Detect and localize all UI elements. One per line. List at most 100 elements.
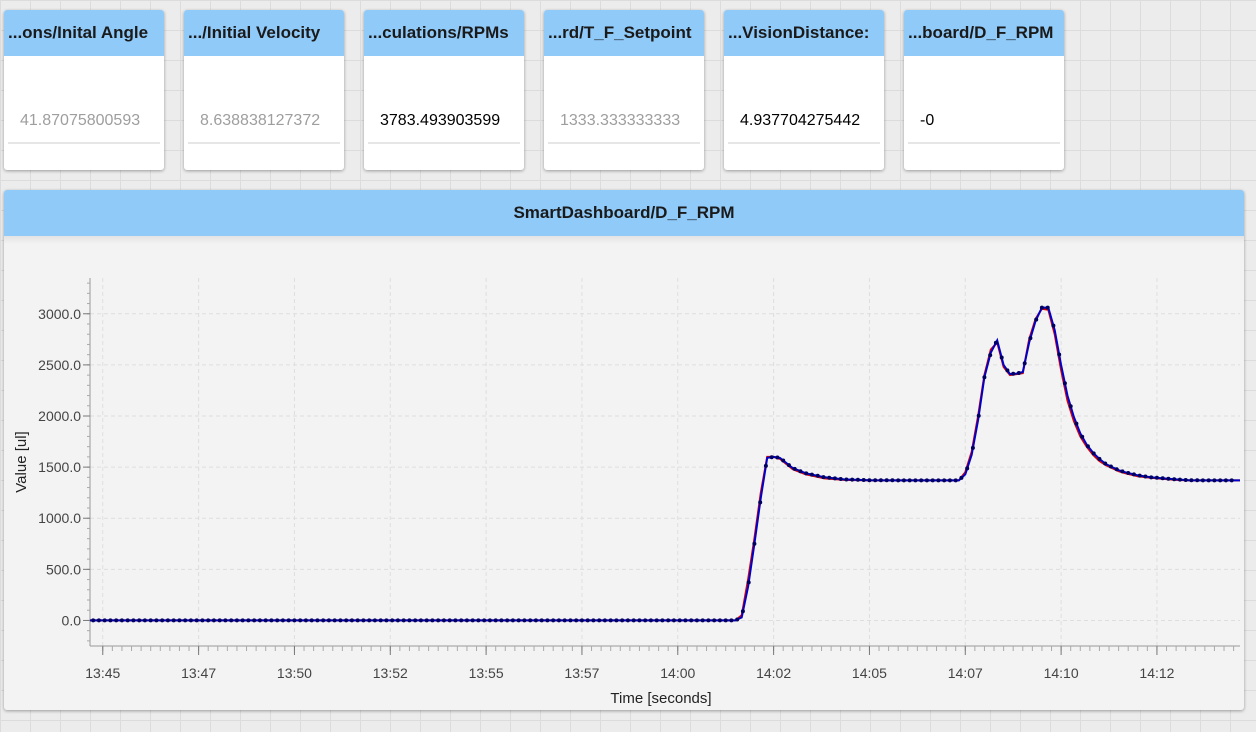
- data-point: [91, 618, 96, 623]
- data-point: [781, 458, 786, 463]
- data-point: [298, 618, 303, 623]
- data-point: [211, 618, 216, 623]
- data-point: [114, 618, 119, 623]
- header-divider: [4, 236, 1244, 244]
- data-point: [447, 618, 452, 623]
- data-point: [735, 617, 740, 622]
- x-tick-label: 13:55: [469, 665, 504, 681]
- data-point: [177, 618, 182, 623]
- x-tick-label: 13:50: [277, 665, 312, 681]
- graph-widget[interactable]: SmartDashboard/D_F_RPM 0.0 500.0 1000.0 150…: [4, 190, 1244, 710]
- tile-initial-velocity[interactable]: .../Initial Velocity 8.638838127372: [184, 10, 344, 170]
- data-point: [344, 618, 349, 623]
- tile-title: .../Initial Velocity: [184, 10, 344, 56]
- data-point: [723, 618, 728, 623]
- x-tick-label: 13:52: [373, 665, 408, 681]
- data-point: [223, 618, 228, 623]
- tile-vision-distance[interactable]: ...VisionDistance: 4.937704275442: [724, 10, 884, 170]
- text-field[interactable]: 3783.493903599: [368, 90, 520, 144]
- data-point: [706, 618, 711, 623]
- tile-value[interactable]: 4.937704275442: [740, 112, 861, 129]
- data-point: [384, 618, 389, 623]
- x-axis-title: Time [seconds]: [610, 690, 711, 707]
- data-point: [878, 478, 883, 483]
- data-point: [378, 618, 383, 623]
- data-point: [315, 618, 320, 623]
- data-point: [275, 618, 280, 623]
- data-point: [1120, 469, 1125, 474]
- data-point: [206, 618, 211, 623]
- data-point: [671, 618, 676, 623]
- data-point: [200, 618, 205, 623]
- tile-value[interactable]: 1333.333333333: [560, 112, 681, 129]
- data-point: [712, 618, 717, 623]
- data-point: [1154, 475, 1159, 480]
- data-point: [246, 618, 251, 623]
- text-field[interactable]: 8.638838127372: [188, 90, 340, 144]
- y-tick-label: 3000.0: [38, 306, 81, 322]
- data-point: [1091, 451, 1096, 456]
- data-point: [930, 478, 935, 483]
- data-point: [1195, 478, 1200, 483]
- tile-value[interactable]: 3783.493903599: [380, 112, 501, 129]
- data-point: [700, 618, 705, 623]
- tile-initial-angle[interactable]: ...ons/Inital Angle 41.87075800593: [4, 10, 164, 170]
- data-point: [999, 355, 1004, 360]
- data-point: [119, 618, 124, 623]
- data-point: [677, 618, 682, 623]
- data-point: [1229, 478, 1234, 483]
- data-point: [96, 618, 101, 623]
- data-point: [367, 618, 372, 623]
- data-point: [1137, 473, 1142, 478]
- text-field[interactable]: -0: [908, 90, 1060, 144]
- data-point: [407, 618, 412, 623]
- series-line-1: [90, 306, 1240, 622]
- text-field[interactable]: 41.87075800593: [8, 90, 160, 144]
- data-point: [574, 618, 579, 623]
- data-point: [809, 472, 814, 477]
- line-chart[interactable]: 0.0 500.0 1000.0 1500.0 2000.0 2500.0 3000.0 13…: [4, 236, 1244, 710]
- data-point: [108, 618, 113, 623]
- data-point: [1177, 477, 1182, 482]
- data-point: [332, 618, 337, 623]
- data-point: [867, 478, 872, 483]
- data-point: [1028, 336, 1033, 341]
- data-point: [160, 618, 165, 623]
- data-point: [269, 618, 274, 623]
- data-point: [217, 618, 222, 623]
- tile-value[interactable]: 41.87075800593: [20, 112, 141, 129]
- data-point: [516, 618, 521, 623]
- data-point: [1045, 305, 1050, 310]
- data-point: [441, 618, 446, 623]
- data-point: [1039, 305, 1044, 310]
- x-tick-label: 14:07: [948, 665, 983, 681]
- text-field[interactable]: 4.937704275442: [728, 90, 880, 144]
- tile-t-f-setpoint[interactable]: ...rd/T_F_Setpoint 1333.333333333: [544, 10, 704, 170]
- data-point: [585, 618, 590, 623]
- data-point: [591, 618, 596, 623]
- text-field[interactable]: 1333.333333333: [548, 90, 700, 144]
- data-point: [1166, 476, 1171, 481]
- data-point: [1057, 352, 1062, 357]
- data-point: [758, 500, 763, 505]
- data-point: [1212, 478, 1217, 483]
- data-point: [896, 478, 901, 483]
- tile-rpms[interactable]: ...culations/RPMs 3783.493903599: [364, 10, 524, 170]
- data-point: [579, 618, 584, 623]
- x-tick-label: 14:00: [660, 665, 695, 681]
- data-point: [1206, 478, 1211, 483]
- tile-d-f-rpm[interactable]: ...board/D_F_RPM -0: [904, 10, 1064, 170]
- tile-value[interactable]: 8.638838127372: [200, 112, 321, 129]
- data-point: [988, 353, 993, 358]
- data-point: [775, 455, 780, 460]
- y-tick-label: 0.0: [62, 612, 82, 628]
- y-tick-label: 2000.0: [38, 408, 81, 424]
- data-point: [953, 478, 958, 483]
- tile-value[interactable]: -0: [920, 112, 935, 129]
- data-point: [545, 618, 550, 623]
- data-point: [464, 618, 469, 623]
- data-point: [361, 618, 366, 623]
- data-point: [240, 618, 245, 623]
- data-point: [717, 618, 722, 623]
- data-point: [648, 618, 653, 623]
